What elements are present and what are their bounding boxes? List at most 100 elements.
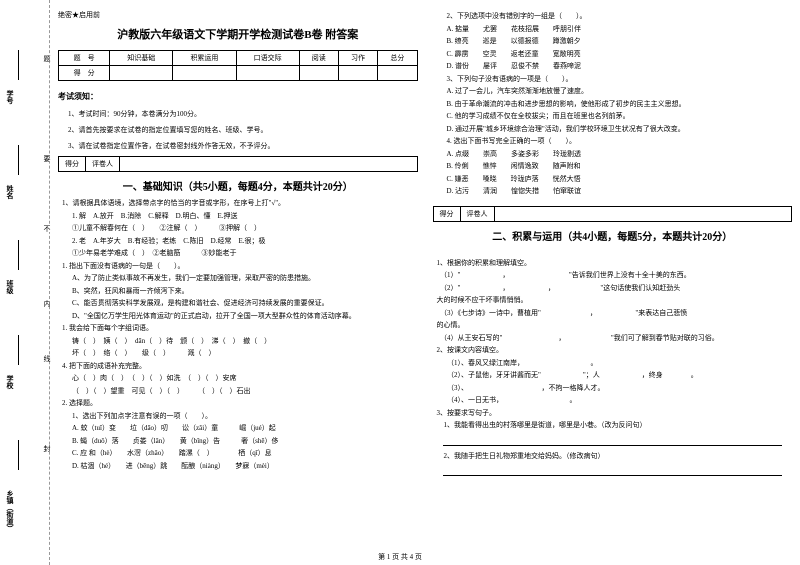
field-line [18,240,19,270]
td: 得 分 [59,66,110,81]
grader-label: 评卷人 [86,157,120,171]
td [338,66,377,81]
right-column: 2、下列选项中没有错别字的一组是（ ）。 A. 掂量 尤罢 花枝招展 呼朋引伴 … [433,10,793,555]
blank-cell [495,207,535,221]
question-line: C. 霹雳 空灵 返老还童 宽敞明亮 [447,49,793,60]
question-line: B. 蝇（duǒ）落 贞娄（lǎn） 黄（bǐng）告 奢（shē）侈 [72,436,418,447]
question-line: B. 伶俐 憔悴 闲情逸致 随声附和 [447,161,793,172]
question-line: D、"全国亿万学生阳光体育运动"的正式启动，拉开了全国一项大型群众性的体育活动序… [72,311,418,322]
question-line: 4. 选出下面书写完全正确的一项（ ）。 [447,136,793,147]
question-line: B. 缭亮 巡是 以德报德 蹲激朝夕 [447,36,793,47]
td [236,66,299,81]
question-line: （ ）（ ）望重 可见（ ）（ ） （ ）（ ）石出 [72,386,418,397]
question-line: 铸（ ） 姨（ ） dān（ ）待 颁（ ） 涕（ ） 撤（ ） [72,336,418,347]
question-line: 坏（ ） 络（ ） 级（ ） 溉（ ） [72,348,418,359]
page-content: 绝密★启用前 沪教版六年级语文下学期开学检测试卷B卷 附答案 题 号 知识基础 … [50,0,800,565]
left-column: 绝密★启用前 沪教版六年级语文下学期开学检测试卷B卷 附答案 题 号 知识基础 … [58,10,418,555]
seal-word: 封 [42,445,52,452]
question-line: 2、下列选项中没有错别字的一组是（ ）。 [447,11,793,22]
notice-item: 1、考试时间：90分钟，本卷满分为100分。 [68,109,418,119]
question-line: ①少年易老学难成（ ） ②老脑筋 ③妙能老于 [72,248,418,259]
question-line: C. 他的学习成绩不仅在全校拔尖；而且在班里也名列前茅。 [447,111,793,122]
question-line: A. 蚊（tuī）变 垃（dāo）叨 讼（zǎi）童 崛（jué）起 [72,423,418,434]
score-label: 得分 [59,157,86,171]
field-line [18,145,19,175]
section-title: 二、积累与运用（共4小题，每题5分，本题共计20分） [433,228,793,243]
td [299,66,338,81]
th: 口语交际 [236,51,299,66]
td [110,66,173,81]
question-line: D. 枯涸（hé） 进（bēng）跳 酝酿（niàng） 梦寐（mèi） [72,461,418,472]
th: 阅读 [299,51,338,66]
table-row: 得 分 [59,66,418,81]
question-line: （2）" ， ， "这句话使我们认知赶劲头 [437,283,793,294]
grader-label: 评卷人 [461,207,495,221]
seal-word: 不 [42,225,52,232]
seal-word: 内 [42,300,52,307]
td [173,66,236,81]
question-line: （3）《七步诗》一诗中，曹植用" ， "来表达自己悲愤 [437,308,793,319]
score-label: 得分 [434,207,461,221]
question-line: C、能否贯彻落实科学发展观，是构建和谐社会、促进经济可持续发展的重要保证。 [72,298,418,309]
question-line: 1. 指出下面没有语病的一句是（ ）。 [62,261,418,272]
page-footer: 第 1 页 共 4 页 [378,552,422,562]
seal-word: 题 [42,55,52,62]
question-line: 1、我能看得出虫的村落哪里是街道，哪里是小巷。（改为反问句） [437,420,793,431]
field-township: 乡镇（街道） [5,490,15,532]
question-line: C. 应 和（hè） 水滘（zhǎo） 踏漯（ ） 栖（qī）息 [72,448,418,459]
question-line: 1. 解 A.放开 B.消除 C.解释 D.明白、懂 E.押送 [72,211,418,222]
question-line: D. 谱份 屡评 忍俊不禁 春燕啼泥 [447,61,793,72]
answer-blank [443,436,783,446]
question-line: A. 过了一会儿，汽车突然渐渐地放慢了速度。 [447,86,793,97]
field-line [18,335,19,365]
question-line: A、为了防止类似事故不再发生，我们一定要加强管理，采取严密的防患措施。 [72,273,418,284]
question-line: （4）从王安石写的" ， "我们可了解到春节贴对联的习俗。 [437,333,793,344]
notice-heading: 考试须知： [58,91,418,102]
question-line: A. 掂量 尤罢 花枝招展 呼朋引伴 [447,24,793,35]
question-line: （1）、春风又绿江南岸， 。 [437,358,793,369]
question-line: B. 由于革命潮流的冲击和进步思想的影响，使他形成了初步的民主主义思想。 [447,99,793,110]
section-title: 一、基础知识（共5小题，每题4分，本题共计20分） [58,178,418,193]
question-line: B、突然，狂风和暴雨一齐倾泻下来。 [72,286,418,297]
question-line: （4）、一日无书， 。 [437,395,793,406]
score-table: 题 号 知识基础 积累运用 口语交际 阅读 习作 总分 得 分 [58,50,418,81]
th: 积累运用 [173,51,236,66]
question-stem: 2. 选择题。 [62,398,418,409]
table-row: 题 号 知识基础 积累运用 口语交际 阅读 习作 总分 [59,51,418,66]
th: 题 号 [59,51,110,66]
question-line: ①儿童不解春何在（ ） ②注解（ ） ③押解（ ） [72,223,418,234]
question-line: （2）、子鼠他，牙牙讲酱而无" "；人 ，终身 。 [437,370,793,381]
exam-title: 沪教版六年级语文下学期开学检测试卷B卷 附答案 [58,26,418,42]
th: 知识基础 [110,51,173,66]
question-stem: 1、请根据具体语境，选择带点字的恰当的字音或字形，在序号上打"√"。 [62,198,418,209]
seal-word: 要 [42,155,52,162]
binding-margin: 乡镇（街道） 学校 班级 姓名 学号 封 线 内 不 要 题 [0,0,50,565]
question-line: 1、根据你的积累和理解填空。 [437,258,793,269]
question-line: 2. 老 A.年岁大 B.有经验；老练 C.陈旧 D.经常 E.很；极 [72,236,418,247]
question-line: 心（ ）肉（ ） （ ）（ ）如洗 （ ）（ ）安席 [72,373,418,384]
question-line: 2、按课文内容填空。 [437,345,793,356]
secret-label: 绝密★启用前 [58,10,418,20]
field-name: 姓名 [5,185,15,199]
question-line: （1）" ， "告诉我们世界上没有十全十美的东西。 [437,270,793,281]
question-line: 4. 把下面的成语补充完整。 [62,361,418,372]
th: 总分 [378,51,417,66]
question-line: D. 沾污 清润 惶惚失措 怕窜联谊 [447,186,793,197]
question-line: A. 点缀 崇高 多姿多彩 玲珑剔透 [447,149,793,160]
question-line: 3、下列句子没有语病的一项是（ ）。 [447,74,793,85]
score-mini-box: 得分 评卷人 [58,156,418,172]
field-class: 班级 [5,280,15,294]
question-line: 2、我随手把生日礼物郑重地交给妈妈。（修改病句） [437,451,793,462]
question-line: 的心情。 [437,320,793,331]
field-line [18,440,19,470]
question-line: 1、选出下列加点字注意有误的一项（ ）。 [72,411,418,422]
notice-item: 2、请首先按要求在试卷的指定位置填写您的姓名、班级、学号。 [68,125,418,135]
question-line: D. 通过开展"城乡环境综合治理"活动，我们学校环境卫生状况有了很大改变。 [447,124,793,135]
question-line: （3）、 ，不拘一格降人才。 [437,383,793,394]
th: 习作 [338,51,377,66]
question-line: 大的时候不应干坏事情悄悄。 [437,295,793,306]
score-mini-box: 得分 评卷人 [433,206,793,222]
td [378,66,417,81]
notice-item: 3、请在试卷指定位置作答，在试卷密封线外作答无效，不予评分。 [68,141,418,151]
field-id: 学号 [5,90,15,104]
